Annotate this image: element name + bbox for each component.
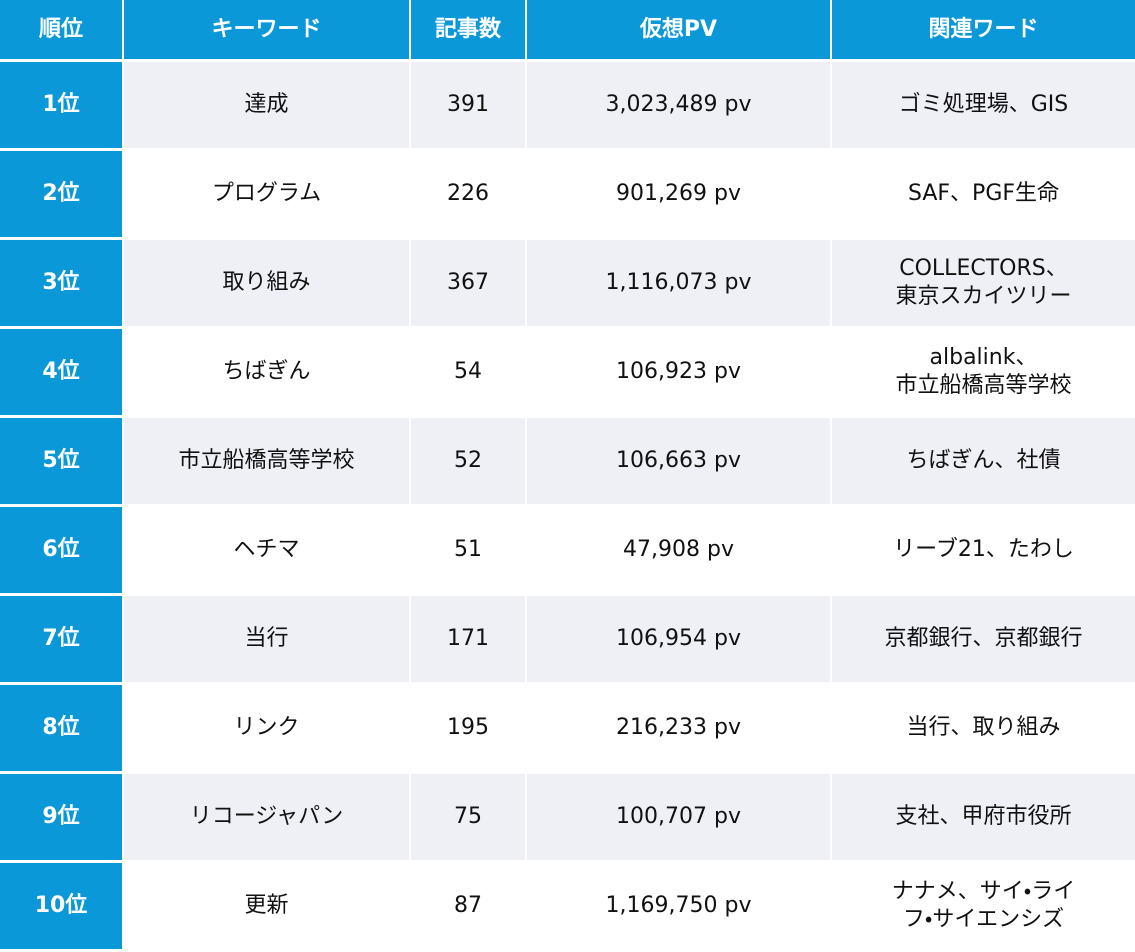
table-cell: リーブ21、たわし: [832, 507, 1135, 593]
rank-cell: 7位: [0, 596, 122, 682]
table-cell: 195: [411, 685, 525, 771]
table-cell: 3,023,489 pv: [527, 62, 830, 148]
header-cell: 順位: [0, 0, 122, 59]
table-cell: 京都銀行、京都銀行: [832, 596, 1135, 682]
table-cell: albalink、 市立船橋高等学校: [832, 329, 1135, 415]
rank-cell: 6位: [0, 507, 122, 593]
table-cell: 75: [411, 774, 525, 860]
header-cell: 関連ワード: [832, 0, 1135, 59]
table-cell: 87: [411, 863, 525, 949]
table-cell: COLLECTORS、 東京スカイツリー: [832, 240, 1135, 326]
table-cell: リンク: [124, 685, 409, 771]
table-cell: 1,116,073 pv: [527, 240, 830, 326]
table-cell: 47,908 pv: [527, 507, 830, 593]
header-cell: 仮想PV: [527, 0, 830, 59]
table-cell: 226: [411, 151, 525, 237]
table-cell: 171: [411, 596, 525, 682]
table-cell: 52: [411, 418, 525, 504]
table-cell: 54: [411, 329, 525, 415]
table-cell: 367: [411, 240, 525, 326]
rank-cell: 5位: [0, 418, 122, 504]
table-cell: 901,269 pv: [527, 151, 830, 237]
rank-cell: 10位: [0, 863, 122, 949]
table-cell: ナナメ、サイ・ライ フ・サイエンシズ: [832, 863, 1135, 949]
table-cell: 市立船橋高等学校: [124, 418, 409, 504]
rank-cell: 8位: [0, 685, 122, 771]
rank-cell: 9位: [0, 774, 122, 860]
table-cell: 達成: [124, 62, 409, 148]
table-cell: ちばぎん: [124, 329, 409, 415]
table-cell: ヘチマ: [124, 507, 409, 593]
table-cell: 106,954 pv: [527, 596, 830, 682]
table-cell: 216,233 pv: [527, 685, 830, 771]
table-cell: 当行: [124, 596, 409, 682]
table-cell: 更新: [124, 863, 409, 949]
table-cell: ゴミ処理場、GIS: [832, 62, 1135, 148]
table-cell: リコージャパン: [124, 774, 409, 860]
header-cell: 記事数: [411, 0, 525, 59]
table-cell: 1,169,750 pv: [527, 863, 830, 949]
table-cell: 391: [411, 62, 525, 148]
table-cell: プログラム: [124, 151, 409, 237]
rank-cell: 3位: [0, 240, 122, 326]
table-cell: 106,663 pv: [527, 418, 830, 504]
rank-cell: 2位: [0, 151, 122, 237]
table-cell: 51: [411, 507, 525, 593]
table-cell: ちばぎん、社債: [832, 418, 1135, 504]
table-cell: 106,923 pv: [527, 329, 830, 415]
table-cell: 当行、取り組み: [832, 685, 1135, 771]
header-cell: キーワード: [124, 0, 409, 59]
table-cell: 100,707 pv: [527, 774, 830, 860]
rank-cell: 4位: [0, 329, 122, 415]
table-cell: 取り組み: [124, 240, 409, 326]
rank-cell: 1位: [0, 62, 122, 148]
table-cell: SAF、PGF生命: [832, 151, 1135, 237]
table-cell: 支社、甲府市役所: [832, 774, 1135, 860]
